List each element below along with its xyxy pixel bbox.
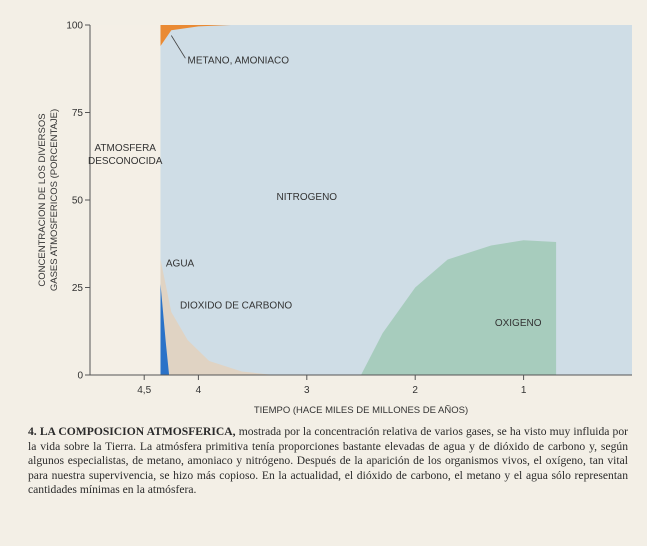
unknown-atmosphere-label: DESCONOCIDA xyxy=(88,156,163,167)
series-label-metano-amoniaco: METANO, AMONIACO xyxy=(188,56,290,67)
caption-text: mostrada por la concentración relativa d… xyxy=(28,425,629,497)
x-axis-title: TIEMPO (HACE MILES DE MILLONES DE AÑOS) xyxy=(254,405,468,416)
series-layer xyxy=(160,25,557,375)
unknown-atmosphere-region xyxy=(90,25,161,375)
axes-layer: 0 25 50 75 100 4,5 4 3 2 1 TIEMPO (HACE MILES DE M… xyxy=(37,21,632,416)
methane-leader-line xyxy=(170,35,186,59)
series-area-oxigeno xyxy=(361,240,557,375)
series-area-agua xyxy=(160,284,170,375)
series-label-agua: AGUA xyxy=(166,259,195,270)
y-tick-label: 75 xyxy=(72,108,84,119)
y-tick-label: 100 xyxy=(66,21,83,32)
chart: 0 25 50 75 100 4,5 4 3 2 1 TIEMPO (HACE MILES DE M… xyxy=(37,21,632,416)
x-tick-label: 1 xyxy=(521,385,527,396)
figure-caption: 4. LA COMPOSICION ATMOSFERICA, mostrada … xyxy=(28,425,628,498)
x-tick-label: 4,5 xyxy=(137,385,151,396)
y-tick-label: 50 xyxy=(72,196,84,207)
y-axis-title-line: GASES ATMOSFERICOS (PORCENTAJE) xyxy=(49,109,60,291)
x-tick-label: 4 xyxy=(196,385,202,396)
unknown-atmosphere-label: ATMOSFERA xyxy=(94,143,156,154)
series-label-dioxido-de-carbono: DIOXIDO DE CARBONO xyxy=(180,301,292,312)
series-label-oxigeno: OXIGENO xyxy=(495,318,542,329)
series-label-nitrogeno: NITROGENO xyxy=(277,192,338,203)
y-axis-title-line: CONCENTRACION DE LOS DIVERSOS xyxy=(37,113,48,286)
x-tick-label: 2 xyxy=(412,385,418,396)
caption-heading: 4. LA COMPOSICION ATMOSFERICA, xyxy=(28,425,236,438)
series-area-dioxido-de-carbono xyxy=(160,259,275,375)
labels-layer: AGUA DIOXIDO DE CARBONO METANO, AMONIACO NI… xyxy=(88,35,542,329)
y-tick-label: 25 xyxy=(72,283,84,294)
series-area-metano-amoniaco xyxy=(160,25,231,46)
x-tick-label: 3 xyxy=(304,385,310,396)
y-tick-label: 0 xyxy=(77,371,83,382)
